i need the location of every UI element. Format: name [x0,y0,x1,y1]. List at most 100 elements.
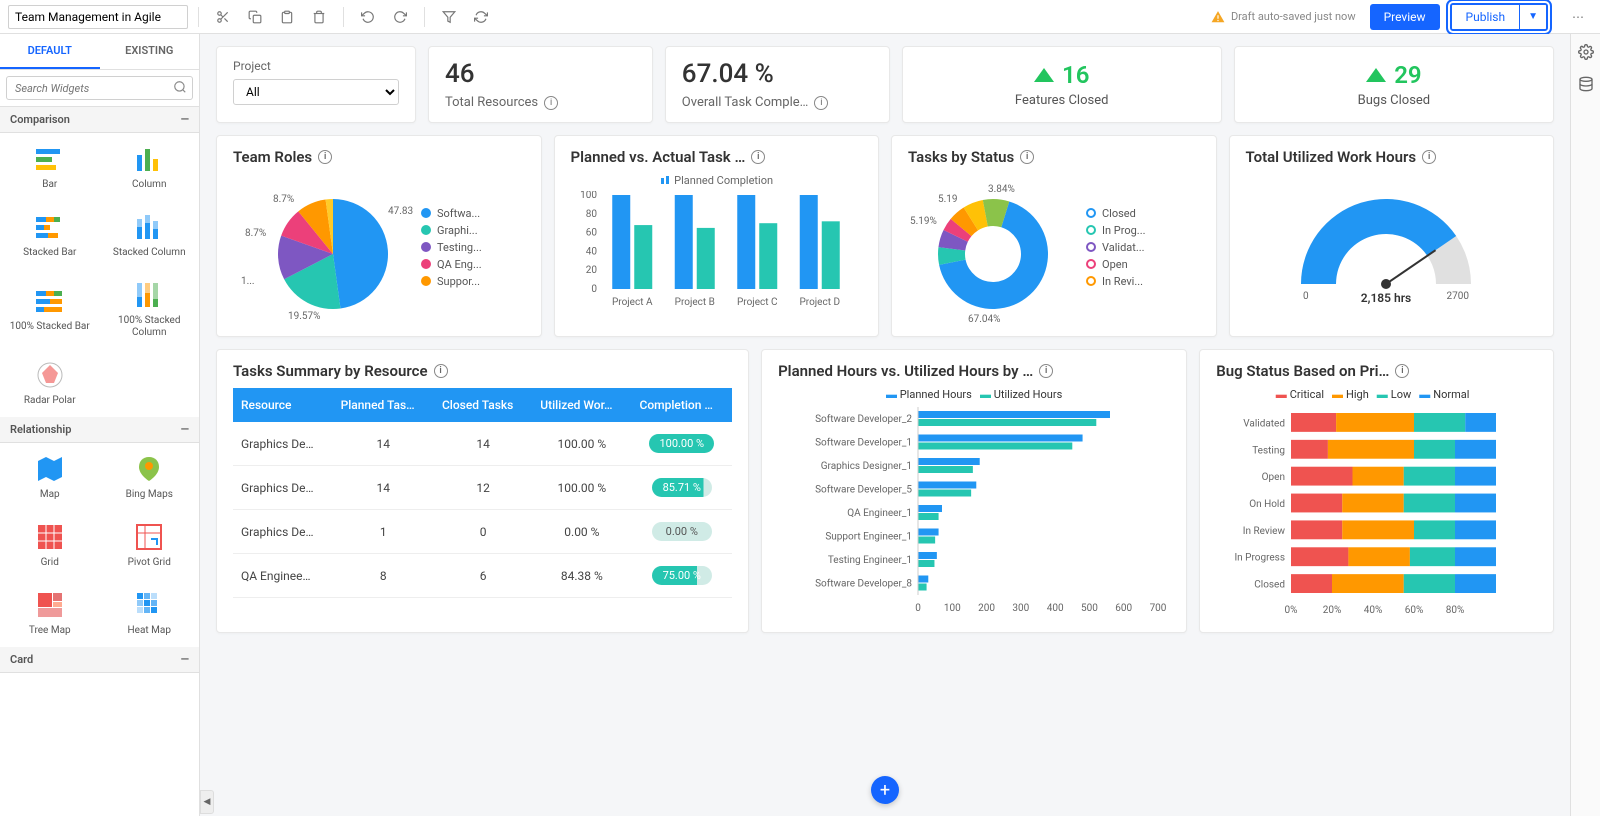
collapse-icon: — [181,423,189,436]
preview-button[interactable]: Preview [1370,4,1440,30]
svg-text:Closed: Closed [1254,580,1285,591]
filter-button[interactable] [435,3,463,31]
trend-up-icon [1366,68,1386,82]
dashboard-title-input[interactable] [8,5,188,29]
dashboard-canvas[interactable]: Project All 46 Total Resourcesi 67.04 % … [200,34,1570,816]
kpi-value: 16 [1062,61,1089,89]
svg-text:60%: 60% [1405,605,1424,616]
svg-text:0: 0 [1303,291,1309,302]
team-roles-card: Team Rolesi 47.83% 19.57% 1... 8.7% 8.7%… [216,135,542,337]
widget-heat-map[interactable]: Heat Map [100,579,200,647]
trend-up-icon [1034,68,1054,82]
table-row[interactable]: Graphics De…1414100.00 %100.00 % [233,422,732,466]
svg-text:Support Engineer_1: Support Engineer_1 [825,531,912,542]
widget-100%-stacked-bar[interactable]: 100% Stacked Bar [0,269,100,349]
widget-grid[interactable]: Grid [0,511,100,579]
publish-button[interactable]: Publish [1452,5,1520,29]
tasks-status-donut: 67.04% 5.19% 5.19 3.84% [908,174,1078,324]
widget-pivot-grid[interactable]: Pivot Grid [100,511,200,579]
widget-tree-map[interactable]: Tree Map [0,579,100,647]
table-row[interactable]: Graphics De…100.00 %0.00 % [233,510,732,554]
info-icon[interactable]: i [1422,150,1436,164]
table-row[interactable]: Graphics De…1412100.00 %85.71 % [233,466,732,510]
widget-map[interactable]: Map [0,443,100,511]
tab-default[interactable]: DEFAULT [0,34,100,69]
card-title: Bug Status Based on Pri… [1216,362,1389,380]
sidebar-tabs: DEFAULT EXISTING [0,34,199,70]
svg-text:1...: 1... [241,276,255,287]
svg-text:Software Developer_5: Software Developer_5 [815,483,912,495]
tab-existing[interactable]: EXISTING [100,34,200,69]
info-icon[interactable]: i [544,96,558,110]
svg-text:On Hold: On Hold [1249,499,1285,510]
add-widget-fab[interactable]: + [871,776,899,804]
info-icon[interactable]: i [1020,150,1034,164]
widget-bing-maps[interactable]: Bing Maps [100,443,200,511]
info-icon[interactable]: i [434,364,448,378]
publish-dropdown[interactable]: ▼ [1519,5,1546,29]
card-title: Planned Hours vs. Utilized Hours by … [778,362,1033,380]
gauge-chart: 2,185 hrs 0 2700 [1246,174,1526,314]
svg-text:0: 0 [591,284,597,295]
svg-text:100: 100 [580,191,597,201]
svg-text:0: 0 [915,603,921,614]
info-icon[interactable]: i [1395,364,1409,378]
search-icon [173,80,187,97]
hours-by-resource-card: Planned Hours vs. Utilized Hours by …i ▬… [761,349,1187,633]
svg-text:700: 700 [1150,603,1167,614]
widget-100%-stacked-column[interactable]: 100% Stacked Column [100,269,200,349]
svg-text:8.7%: 8.7% [245,228,266,239]
tasks-summary-card: Tasks Summary by Resourcei ResourcePlann… [216,349,749,633]
table-row[interactable]: QA Enginee…8684.38 %75.00 % [233,554,732,598]
svg-text:100: 100 [944,603,961,614]
svg-text:300: 300 [1012,603,1029,614]
widget-bar[interactable]: Bar [0,133,100,201]
planned-actual-chart: 020406080100Project AProject BProject CP… [571,191,861,311]
undo-button[interactable] [354,3,382,31]
refresh-button[interactable] [467,3,495,31]
svg-text:40%: 40% [1364,605,1383,616]
svg-text:20: 20 [585,265,597,276]
svg-text:Testing: Testing [1252,445,1285,456]
collapse-icon: — [181,113,189,126]
category-comparison[interactable]: Comparison— [0,107,199,133]
search-widgets-input[interactable] [6,76,193,100]
tasks-status-legend: ClosedIn Prog...Validat...OpenIn Revi... [1086,207,1200,292]
info-icon[interactable]: i [1039,364,1053,378]
svg-text:Validated: Validated [1243,418,1285,429]
svg-text:60: 60 [585,228,597,239]
category-card[interactable]: Card— [0,647,199,673]
info-icon[interactable]: i [814,96,828,110]
svg-text:Testing Engineer_1: Testing Engineer_1 [828,555,912,566]
settings-icon[interactable] [1576,42,1596,62]
info-icon[interactable]: i [751,150,765,164]
cut-button[interactable] [209,3,237,31]
top-toolbar: Draft auto-saved just now Preview Publis… [0,0,1600,34]
svg-text:Project C: Project C [737,297,778,308]
info-icon[interactable]: i [318,150,332,164]
redo-button[interactable] [386,3,414,31]
widget-radar-polar[interactable]: Radar Polar [0,349,100,417]
kpi-label: Overall Task Comple… [682,95,809,110]
svg-text:Software Developer_8: Software Developer_8 [815,577,912,589]
widget-stacked-bar[interactable]: Stacked Bar [0,201,100,269]
team-roles-pie-chart: 47.83% 19.57% 1... 8.7% 8.7% [233,174,413,324]
svg-text:QA Engineer_1: QA Engineer_1 [847,508,912,519]
more-menu-button[interactable]: ⋯ [1564,3,1592,31]
widget-column[interactable]: Column [100,133,200,201]
svg-text:67.04%: 67.04% [968,314,1000,324]
kpi-label: Bugs Closed [1251,93,1537,108]
project-select[interactable]: All [233,79,399,105]
widget-sidebar: DEFAULT EXISTING Comparison— BarColumnSt… [0,34,200,816]
widget-stacked-column[interactable]: Stacked Column [100,201,200,269]
kpi-total-resources: 46 Total Resourcesi [428,46,653,123]
paste-button[interactable] [273,3,301,31]
planned-actual-card: Planned vs. Actual Task …i Planned Compl… [554,135,880,337]
delete-button[interactable] [305,3,333,31]
category-relationship[interactable]: Relationship— [0,417,199,443]
data-icon[interactable] [1576,74,1596,94]
svg-text:Project A: Project A [611,297,652,308]
collapse-sidebar-handle[interactable]: ◀ [200,790,214,814]
copy-button[interactable] [241,3,269,31]
bug-stacked-chart: ValidatedTestingOpenOn HoldIn ReviewIn P… [1216,407,1506,617]
